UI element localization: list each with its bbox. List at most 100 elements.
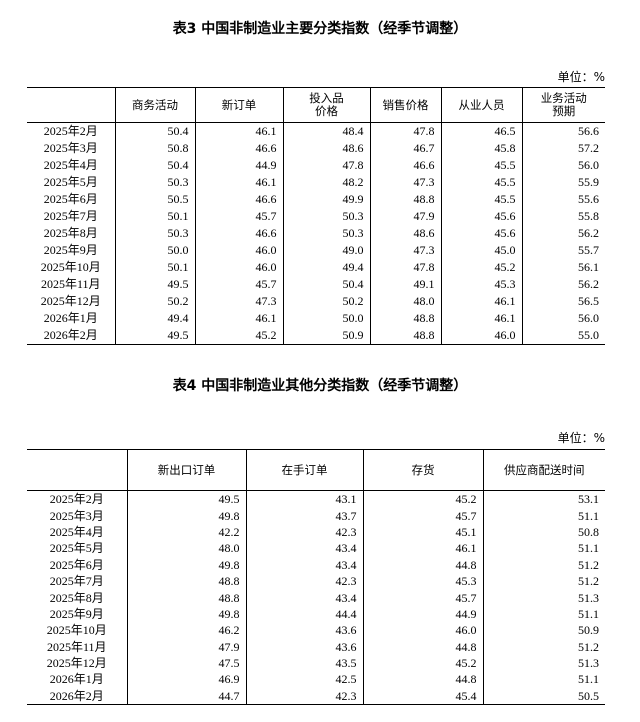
cell-value: 49.4 <box>282 259 370 276</box>
cell-value: 46.1 <box>440 310 522 327</box>
cell-value: 46.2 <box>126 622 246 639</box>
cell-value: 46.1 <box>440 293 522 310</box>
cell-value: 57.2 <box>521 140 605 157</box>
cell-value: 48.2 <box>282 174 370 191</box>
cell-value: 45.2 <box>362 490 483 508</box>
cell-value: 47.8 <box>282 157 370 174</box>
cell-value: 45.8 <box>440 140 522 157</box>
cell-value: 44.9 <box>362 605 483 623</box>
cell-value: 50.3 <box>282 225 370 242</box>
cell-value: 48.8 <box>126 589 246 606</box>
cell-value: 45.6 <box>440 208 522 225</box>
table-row: 2025年9月 50.0 46.0 49.0 47.3 45.0 55.7 <box>27 242 605 259</box>
cell-value: 45.5 <box>440 174 522 191</box>
column-header: 在手订单 <box>245 449 363 491</box>
table-row: 2025年12月 50.2 47.3 50.2 48.0 46.1 56.5 <box>27 293 605 310</box>
cell-value: 44.4 <box>245 605 363 623</box>
column-header: 商务活动 <box>114 87 195 123</box>
cell-value: 50.2 <box>282 293 370 310</box>
cell-value: 50.0 <box>114 242 195 259</box>
cell-value: 46.6 <box>194 191 283 208</box>
cell-value: 46.0 <box>194 242 283 259</box>
cell-value: 50.5 <box>114 191 195 208</box>
cell-value: 50.8 <box>482 523 605 541</box>
table-row: 2025年7月 48.8 42.3 45.3 51.2 <box>27 572 605 590</box>
cell-value: 56.1 <box>521 259 605 276</box>
cell-value: 50.4 <box>114 157 195 174</box>
cell-value: 46.5 <box>440 122 522 140</box>
cell-value: 43.1 <box>245 490 363 508</box>
cell-value: 49.8 <box>126 605 246 623</box>
column-header: 供应商配送时间 <box>482 449 605 491</box>
cell-value: 55.0 <box>521 327 605 345</box>
column-header: 投入品 价格 <box>282 87 370 123</box>
cell-value: 53.1 <box>482 490 605 508</box>
cell-value: 47.5 <box>126 654 246 672</box>
cell-value: 50.3 <box>282 208 370 225</box>
cell-value: 51.3 <box>482 589 605 606</box>
table-row: 2025年6月 50.5 46.6 49.9 48.8 45.5 55.6 <box>27 191 605 208</box>
cell-value: 45.7 <box>362 589 483 606</box>
table4-title: 表4 中国非制造业其他分类指数（经季节调整） <box>172 378 468 394</box>
cell-value: 45.3 <box>362 572 483 590</box>
table4: 新出口订单 在手订单 存货 供应商配送时间 2025年2月 49.5 43.1 45.2 53.… <box>27 449 605 706</box>
cell-value: 48.8 <box>126 572 246 590</box>
cell-value: 56.0 <box>521 310 605 327</box>
cell-value: 50.1 <box>114 259 195 276</box>
cell-value: 47.3 <box>369 174 441 191</box>
cell-value: 46.6 <box>194 140 283 157</box>
cell-value: 51.1 <box>482 540 605 557</box>
column-header: 存货 <box>362 449 483 491</box>
table-row: 2025年11月 47.9 43.6 44.8 51.2 <box>27 638 605 655</box>
cell-value: 46.1 <box>194 310 283 327</box>
table-row: 2025年2月 49.5 43.1 45.2 53.1 <box>27 490 605 508</box>
table-row: 2026年1月 49.4 46.1 50.0 48.8 46.1 56.0 <box>27 310 605 327</box>
cell-value: 48.6 <box>369 225 441 242</box>
cell-value: 44.8 <box>362 671 483 688</box>
cell-value: 56.6 <box>521 122 605 140</box>
cell-value: 45.5 <box>440 157 522 174</box>
cell-value: 47.8 <box>369 122 441 140</box>
table-row: 2025年4月 42.2 42.3 45.1 50.8 <box>27 523 605 541</box>
cell-value: 51.3 <box>482 654 605 672</box>
cell-value: 49.1 <box>369 276 441 293</box>
cell-value: 50.5 <box>482 687 605 706</box>
cell-value: 42.3 <box>245 523 363 541</box>
cell-value: 49.5 <box>126 490 246 508</box>
column-header <box>27 449 127 491</box>
row-label: 2026年2月 <box>27 327 115 345</box>
row-label: 2025年4月 <box>43 158 98 172</box>
cell-value: 43.4 <box>245 540 363 557</box>
cell-value: 55.8 <box>521 208 605 225</box>
cell-value: 49.5 <box>114 327 195 345</box>
cell-value: 43.7 <box>245 507 363 524</box>
cell-value: 43.4 <box>245 556 363 573</box>
table-row: 2025年6月 49.8 43.4 44.8 51.2 <box>27 556 605 573</box>
cell-value: 48.0 <box>369 293 441 310</box>
table-row: 2026年1月 46.9 42.5 44.8 51.1 <box>27 671 605 688</box>
cell-value: 56.2 <box>521 276 605 293</box>
row-label: 2025年5月 <box>49 541 104 556</box>
cell-value: 42.3 <box>245 687 363 706</box>
row-label: 2026年1月 <box>49 672 104 687</box>
row-label: 2025年11月 <box>46 639 107 654</box>
cell-value: 50.9 <box>482 622 605 639</box>
cell-value: 43.6 <box>245 622 363 639</box>
cell-value: 56.2 <box>521 225 605 242</box>
column-header: 新订单 <box>194 87 283 123</box>
cell-value: 45.0 <box>440 242 522 259</box>
cell-value: 45.2 <box>194 327 283 345</box>
cell-value: 46.1 <box>194 174 283 191</box>
table-row: 2025年2月 50.4 46.1 48.4 47.8 46.5 56.6 <box>27 122 605 140</box>
cell-value: 47.3 <box>369 242 441 259</box>
table-row: 2025年11月 49.5 45.7 50.4 49.1 45.3 56.2 <box>27 276 605 293</box>
cell-value: 55.9 <box>521 174 605 191</box>
cell-value: 49.9 <box>282 191 370 208</box>
cell-value: 45.5 <box>440 191 522 208</box>
column-header: 从业人员 <box>440 87 522 123</box>
cell-value: 48.4 <box>282 122 370 140</box>
table3: 商务活动 新订单 投入品 价格 销售价格 从业人员 业务活动 预期 2025年2月 50.4 4… <box>27 87 605 345</box>
table-row: 2025年9月 49.8 44.4 44.9 51.1 <box>27 605 605 623</box>
table3-title: 表3 中国非制造业主要分类指数（经季节调整） <box>172 21 468 37</box>
row-label: 2025年11月 <box>40 277 101 291</box>
